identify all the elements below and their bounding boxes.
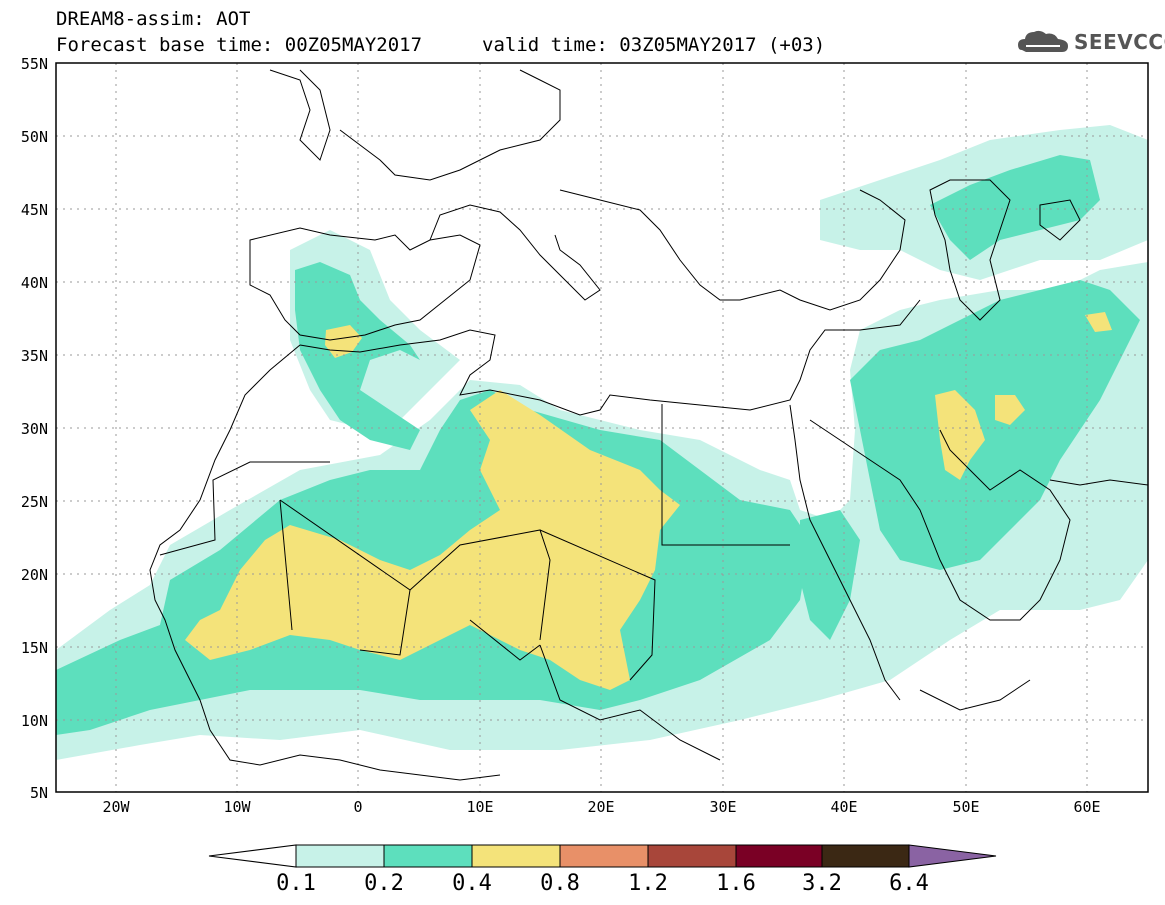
lon-label: 30E <box>709 798 737 816</box>
colorbar-label: 1.2 <box>628 871 668 896</box>
aot-contours <box>56 125 1148 760</box>
aot-level-0.4-spain <box>325 325 362 358</box>
lat-label: 50N <box>20 128 48 146</box>
colorbar-label: 0.1 <box>276 871 316 896</box>
colorbar-label: 0.8 <box>540 871 580 896</box>
aot-level-0.2-mideast <box>850 280 1140 570</box>
lat-label: 35N <box>20 347 48 365</box>
cloud-icon <box>1018 30 1068 52</box>
lat-label: 45N <box>20 201 48 219</box>
map-title: DREAM8-assim: AOT <box>56 8 251 30</box>
colorbar-bin-0.1-0.2 <box>295 844 385 868</box>
forecast-base-time: Forecast base time: 00Z05MAY2017 <box>56 34 423 56</box>
colorbar-label: 6.4 <box>889 871 929 896</box>
colorbar-bin-0.8-1.2 <box>559 844 649 868</box>
logo-text: SEEVCCC <box>1074 30 1165 54</box>
lon-label: 20W <box>102 798 130 816</box>
lat-label: 10N <box>20 712 48 730</box>
lon-label: 0 <box>353 798 363 816</box>
valid-time: valid time: 03Z05MAY2017 (+03) <box>482 34 826 56</box>
lon-label: 10W <box>223 798 251 816</box>
lat-label: 20N <box>20 566 48 584</box>
colorbar-bin-3.2-6.4 <box>821 844 910 868</box>
colorbar-over <box>908 844 997 868</box>
aot-level-0.2-caspian <box>930 155 1100 260</box>
lat-label: 55N <box>20 55 48 73</box>
lat-label: 40N <box>20 274 48 292</box>
lon-label: 50E <box>952 798 980 816</box>
aot-level-0.4-iraq <box>935 390 985 480</box>
lat-label: 25N <box>20 493 48 511</box>
lon-label: 40E <box>830 798 858 816</box>
colorbar-label: 3.2 <box>802 871 842 896</box>
lat-label: 30N <box>20 420 48 438</box>
colorbar-under <box>208 844 297 868</box>
lon-label: 20E <box>587 798 615 816</box>
coastlines <box>149 69 1148 781</box>
aot-level-0.4-iran <box>995 395 1025 425</box>
colorbar-label: 1.6 <box>716 871 756 896</box>
aot-level-0.2-redsea <box>800 510 860 640</box>
lat-label: 15N <box>20 639 48 657</box>
colorbar-bin-0.2-0.4 <box>383 844 473 868</box>
colorbar-bin-0.4-0.8 <box>471 844 561 868</box>
lon-label: 10E <box>466 798 494 816</box>
map-frame <box>55 62 1149 793</box>
aot-level-0.4-sahara <box>185 390 680 690</box>
colorbar-bin-1.6-3.2 <box>735 844 823 868</box>
lon-label: 60E <box>1073 798 1101 816</box>
map-gridlines <box>56 63 1148 792</box>
lat-label: 5N <box>29 784 48 802</box>
colorbar-label: 0.2 <box>364 871 404 896</box>
colorbar-label: 0.4 <box>452 871 492 896</box>
aot-level-0.2-morocco <box>295 262 420 450</box>
colorbar-bin-1.2-1.6 <box>647 844 737 868</box>
colorbar <box>208 844 997 868</box>
aot-level-0.4-afg <box>1085 312 1112 332</box>
